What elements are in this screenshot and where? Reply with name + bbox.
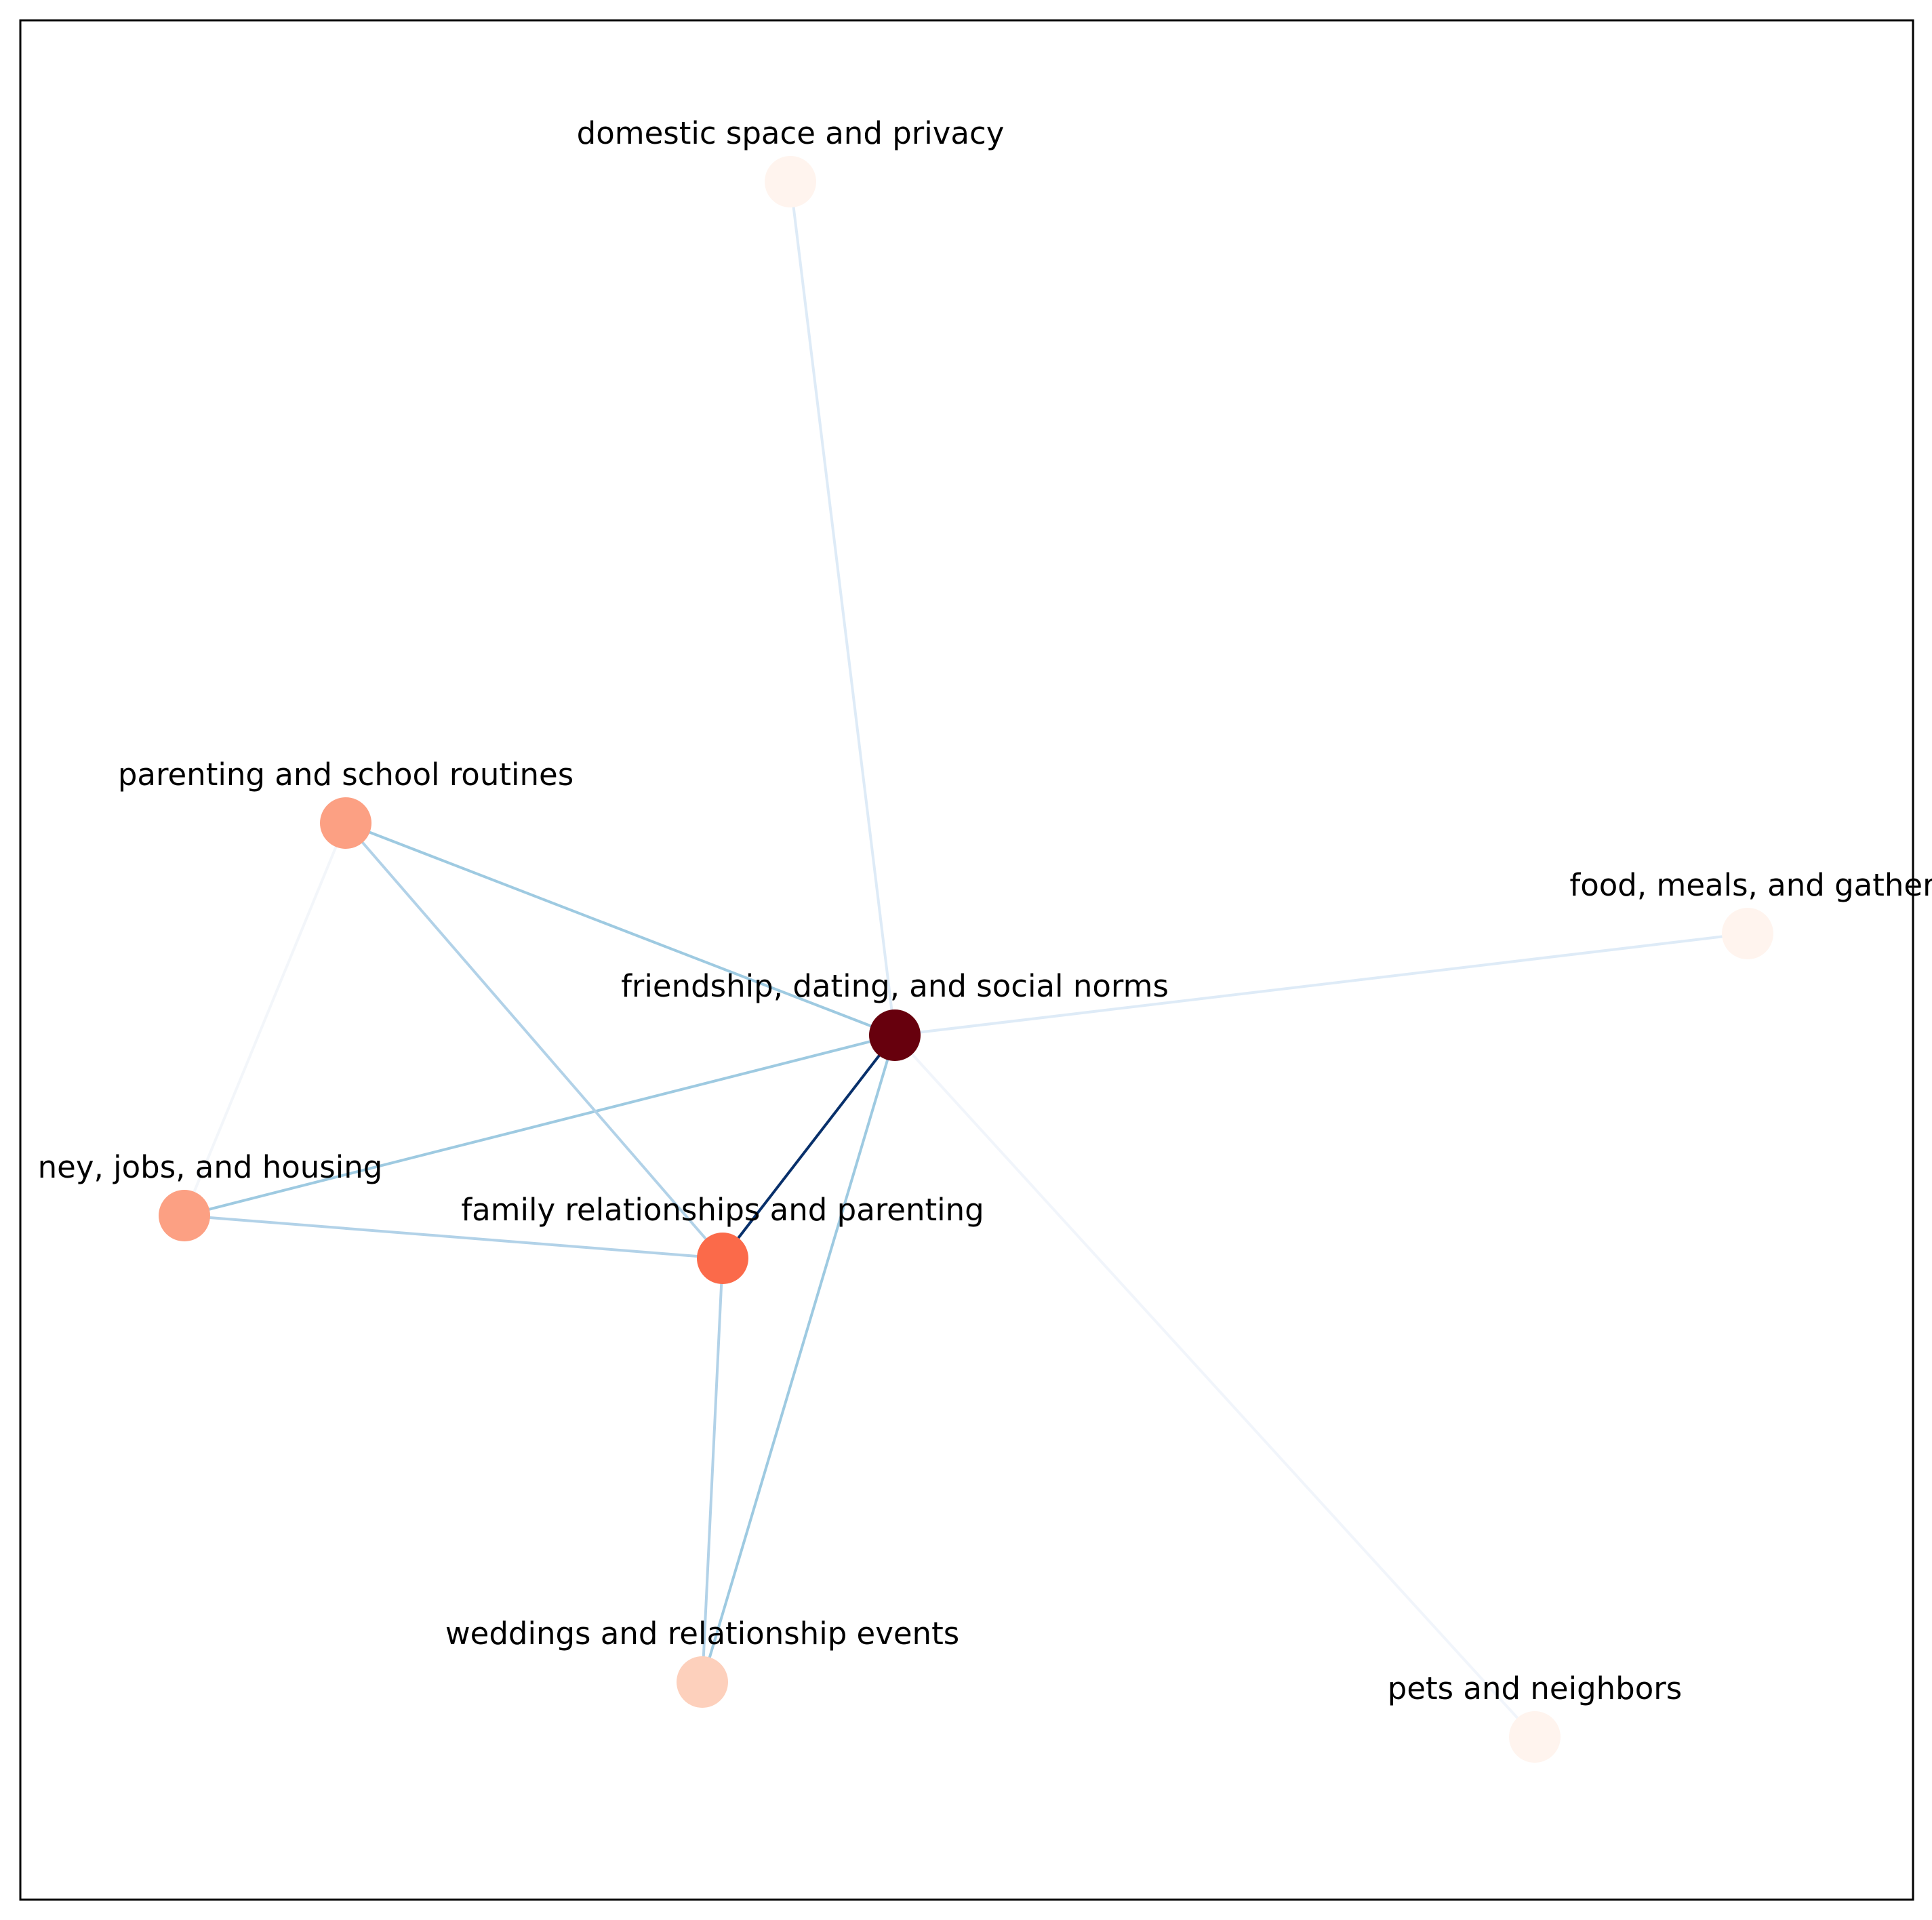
node-label-family: family relationships and parenting	[461, 1192, 984, 1228]
edge-friendship-weddings	[701, 1035, 896, 1683]
edge-friendship-pets	[893, 1034, 1536, 1738]
node-label-weddings: weddings and relationship events	[445, 1616, 959, 1652]
node-parenting_school[interactable]	[320, 797, 371, 849]
edge-family-weddings	[701, 1258, 724, 1683]
edge-friendship-food	[894, 932, 1748, 1037]
edge-parenting_school-money	[183, 822, 347, 1216]
node-family[interactable]	[697, 1233, 748, 1284]
edge-parenting_school-family	[344, 822, 724, 1260]
edge-friendship-domestic	[789, 181, 896, 1036]
node-label-domestic: domestic space and privacy	[577, 115, 1005, 151]
edge-money-family	[184, 1214, 723, 1260]
edge-friendship-family	[721, 1034, 896, 1260]
node-layer	[159, 156, 1773, 1763]
label-layer: friendship, dating, and social norms fami…	[38, 115, 1932, 1706]
node-label-food: food, meals, and gather	[1569, 867, 1932, 903]
node-pets[interactable]	[1509, 1711, 1561, 1763]
node-domestic[interactable]	[765, 156, 816, 207]
edge-friendship-parenting_school	[345, 822, 895, 1037]
node-weddings[interactable]	[677, 1656, 728, 1708]
node-label-parenting_school: parenting and school routines	[118, 757, 573, 793]
node-label-friendship: friendship, dating, and social norms	[621, 968, 1169, 1004]
node-label-money: ney, jobs, and housing	[38, 1149, 383, 1185]
plot-frame	[19, 19, 1914, 1901]
edge-friendship-money	[184, 1034, 895, 1217]
node-friendship[interactable]	[869, 1009, 921, 1061]
edge-layer	[183, 181, 1748, 1738]
node-food[interactable]	[1722, 908, 1773, 959]
node-money[interactable]	[159, 1190, 210, 1241]
node-label-pets: pets and neighbors	[1388, 1671, 1682, 1706]
